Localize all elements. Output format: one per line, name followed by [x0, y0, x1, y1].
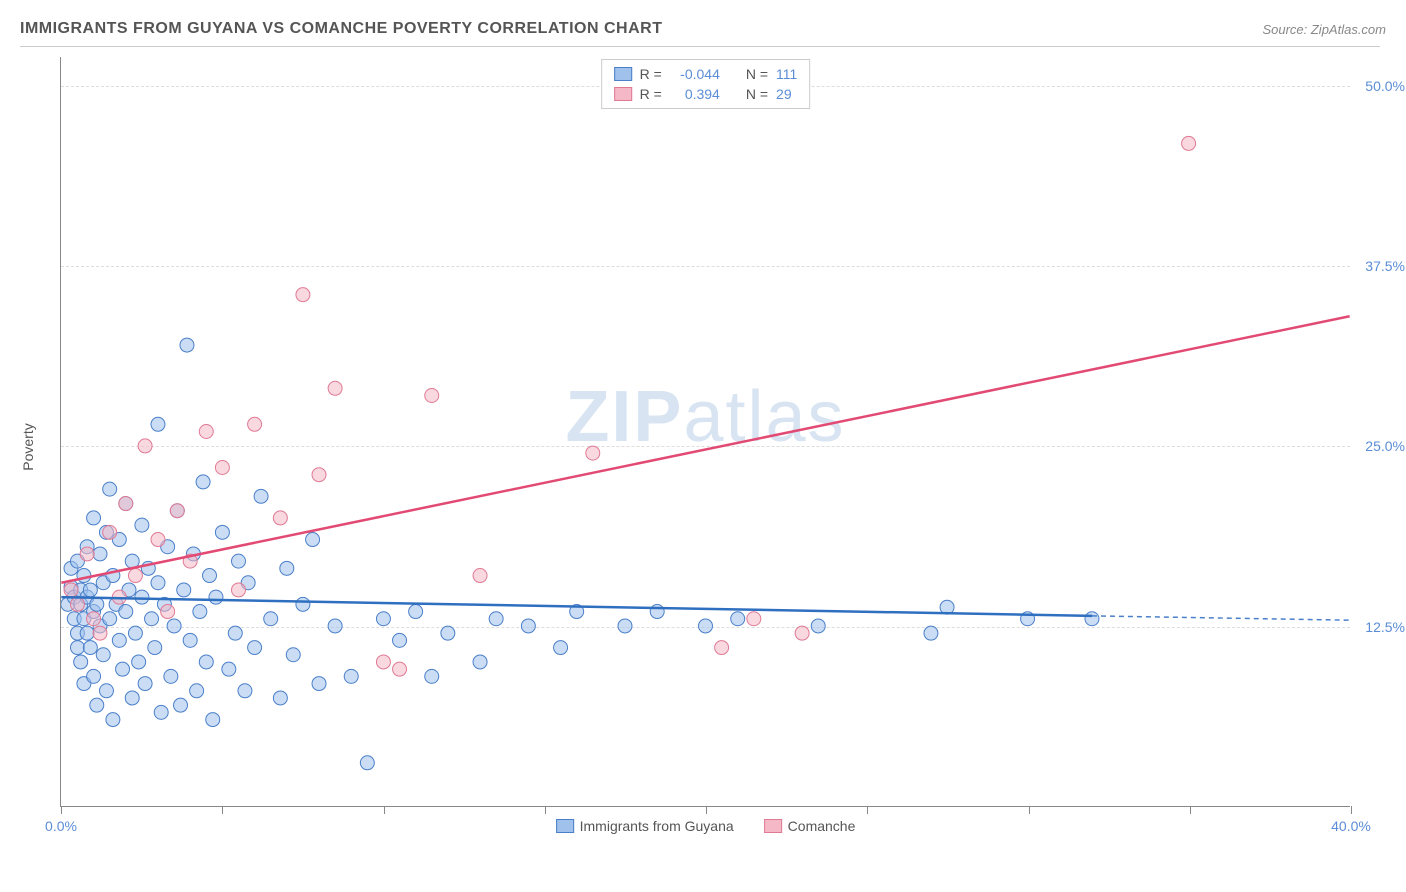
correlation-legend: R = -0.044 N = 111 R = 0.394 N = 29 — [601, 59, 811, 109]
y-axis-label: Poverty — [20, 423, 36, 470]
x-tick-label: 0.0% — [45, 818, 77, 834]
series-label-guyana: Immigrants from Guyana — [580, 818, 734, 834]
chart-title: IMMIGRANTS FROM GUYANA VS COMANCHE POVER… — [20, 20, 662, 38]
plot-svg — [61, 57, 1350, 806]
r-label: R = — [640, 86, 662, 102]
legend-swatch-guyana — [614, 67, 632, 81]
series-legend-item-guyana: Immigrants from Guyana — [556, 818, 734, 834]
header-row: IMMIGRANTS FROM GUYANA VS COMANCHE POVER… — [20, 20, 1386, 38]
r-value-guyana: -0.044 — [670, 66, 720, 82]
legend-swatch-comanche — [614, 87, 632, 101]
n-value-comanche: 29 — [776, 86, 792, 102]
source-label: Source: — [1262, 22, 1310, 37]
plot-area: ZIPatlas R = -0.044 N = 111 R = 0.394 N … — [60, 57, 1350, 807]
y-tick-label: 12.5% — [1365, 619, 1405, 635]
legend-swatch-guyana-icon — [556, 819, 574, 833]
watermark-zip: ZIP — [565, 377, 683, 457]
chart-container: Poverty ZIPatlas R = -0.044 N = 111 R = … — [20, 46, 1380, 846]
source-value: ZipAtlas.com — [1311, 22, 1386, 37]
n-value-guyana: 111 — [776, 66, 797, 82]
x-tick-label: 40.0% — [1331, 818, 1371, 834]
r-label: R = — [640, 66, 662, 82]
watermark-atlas: atlas — [683, 377, 845, 457]
series-legend: Immigrants from Guyana Comanche — [556, 818, 856, 834]
n-label: N = — [746, 66, 768, 82]
series-legend-item-comanche: Comanche — [764, 818, 856, 834]
y-tick-label: 25.0% — [1365, 438, 1405, 454]
series-label-comanche: Comanche — [788, 818, 856, 834]
y-tick-label: 50.0% — [1365, 78, 1405, 94]
legend-swatch-comanche-icon — [764, 819, 782, 833]
r-value-comanche: 0.394 — [670, 86, 720, 102]
watermark: ZIPatlas — [565, 376, 845, 458]
n-label: N = — [746, 86, 768, 102]
correlation-legend-row-1: R = 0.394 N = 29 — [614, 84, 798, 104]
source: Source: ZipAtlas.com — [1262, 22, 1386, 37]
y-tick-label: 37.5% — [1365, 258, 1405, 274]
correlation-legend-row-0: R = -0.044 N = 111 — [614, 64, 798, 84]
